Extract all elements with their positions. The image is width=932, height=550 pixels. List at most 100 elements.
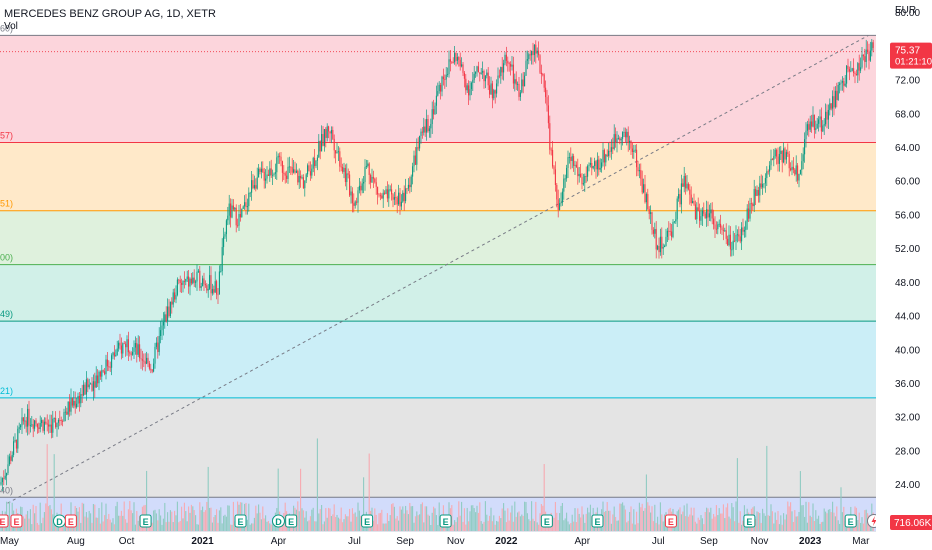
- volume-bar: [27, 510, 29, 531]
- volume-bar: [535, 501, 537, 531]
- earnings-badge[interactable]: E: [743, 514, 756, 528]
- volume-bar: [332, 514, 334, 531]
- volume-bar: [85, 512, 87, 531]
- candle-body: [808, 124, 810, 130]
- candle-body: [150, 368, 152, 370]
- volume-bar: [510, 512, 512, 531]
- volume-bar: [433, 506, 435, 531]
- candle-body: [750, 203, 752, 205]
- volume-bar: [528, 519, 530, 531]
- candle-body: [249, 192, 251, 194]
- candle-body: [409, 184, 411, 188]
- volume-bar: [36, 522, 38, 531]
- earnings-badge[interactable]: E: [439, 514, 452, 528]
- fib-retracement[interactable]: 60) 57) 51) 00) 49) 21) 40): [0, 23, 876, 531]
- volume-bar: [714, 516, 716, 531]
- candle-body: [722, 229, 724, 231]
- time-axis-bg: [0, 531, 932, 550]
- volume-bar: [808, 502, 810, 531]
- candle-body: [346, 173, 348, 182]
- volume-bar: [232, 501, 234, 531]
- volume-bar: [346, 516, 348, 531]
- time-tick-label: Jul: [348, 536, 361, 547]
- symbol-title[interactable]: MERCEDES BENZ GROUP AG, 1D, XETR: [4, 8, 216, 20]
- volume-bar: [434, 508, 436, 531]
- earnings-badge[interactable]: E: [361, 514, 374, 528]
- candle-body: [830, 103, 832, 109]
- candle-body: [699, 210, 701, 221]
- time-axis[interactable]: May Aug Oct 2021 Apr Jul Sep Nov 2022 Apr Jul Sep No…: [0, 531, 932, 550]
- candle-body: [14, 439, 16, 442]
- candle-body: [507, 60, 509, 64]
- dividend-badge[interactable]: D: [52, 514, 66, 528]
- volume-bar: [63, 523, 65, 531]
- volume-bar: [679, 507, 681, 531]
- event-badge-text: E: [544, 517, 550, 527]
- candle-body: [680, 183, 682, 205]
- candle-body: [738, 234, 740, 237]
- earnings-badge[interactable]: E: [591, 514, 604, 528]
- volume-bar: [777, 511, 779, 531]
- earnings-badge[interactable]: E: [64, 514, 77, 528]
- candle-body: [46, 423, 48, 425]
- volume-bar: [181, 506, 183, 531]
- candle-body: [536, 50, 538, 54]
- earnings-badge[interactable]: E: [540, 514, 553, 528]
- price-axis[interactable]: EUR80.0076.0072.0068.0064.0060.0056.0052…: [876, 0, 932, 550]
- volume-bar: [269, 523, 271, 531]
- candle-body: [501, 67, 503, 73]
- candle-body: [252, 180, 254, 189]
- volume-bar: [738, 522, 740, 531]
- volume-bar: [799, 471, 801, 531]
- volume-value-tag[interactable]: [890, 515, 932, 530]
- volume-bar: [78, 507, 80, 531]
- candle-body: [475, 71, 477, 74]
- candle-body: [760, 183, 762, 188]
- fib-trend-line[interactable]: [7, 34, 869, 504]
- candle-body: [315, 160, 317, 167]
- volume-bar: [623, 505, 625, 531]
- earnings-badge[interactable]: E: [664, 514, 677, 528]
- candle-body: [788, 153, 790, 169]
- candle-body: [813, 114, 815, 130]
- volume-bar: [84, 516, 86, 531]
- volume-bar: [35, 506, 37, 531]
- volume-bar: [475, 512, 477, 531]
- candle-body: [81, 394, 83, 396]
- volume-bar: [456, 517, 458, 531]
- candle-body: [479, 72, 481, 74]
- earnings-badge[interactable]: E: [844, 514, 857, 528]
- candle-body: [720, 223, 722, 228]
- candle-body: [790, 168, 792, 171]
- volume-bar: [230, 524, 232, 531]
- candle-body: [388, 189, 390, 199]
- candle-body: [861, 54, 863, 68]
- volume-bar: [407, 514, 409, 531]
- volume-bar: [203, 511, 205, 531]
- candle-body: [413, 155, 415, 167]
- earnings-badge[interactable]: E: [10, 514, 23, 528]
- volume-bar: [228, 505, 230, 531]
- candle-body: [844, 83, 846, 86]
- earnings-badge[interactable]: E: [139, 514, 152, 528]
- dividend-badge[interactable]: D: [271, 514, 285, 528]
- candle-body: [466, 85, 468, 91]
- volume-bar: [531, 501, 533, 531]
- last-price-tag[interactable]: [890, 42, 932, 69]
- candle-body: [683, 175, 685, 187]
- candle-body: [347, 173, 349, 175]
- candle-body: [210, 275, 212, 294]
- volume-bar: [344, 514, 346, 531]
- volume-bar: [798, 511, 800, 531]
- earnings-badge[interactable]: E: [0, 514, 9, 528]
- volume-bar: [675, 524, 677, 531]
- candle-body: [109, 366, 111, 368]
- candle-body: [32, 424, 34, 429]
- volume-bar: [654, 504, 656, 531]
- candle-body: [18, 427, 20, 429]
- candle-body: [130, 353, 132, 355]
- earnings-badge[interactable]: E: [285, 514, 298, 528]
- candle-body: [704, 213, 706, 219]
- earnings-badge[interactable]: E: [234, 514, 247, 528]
